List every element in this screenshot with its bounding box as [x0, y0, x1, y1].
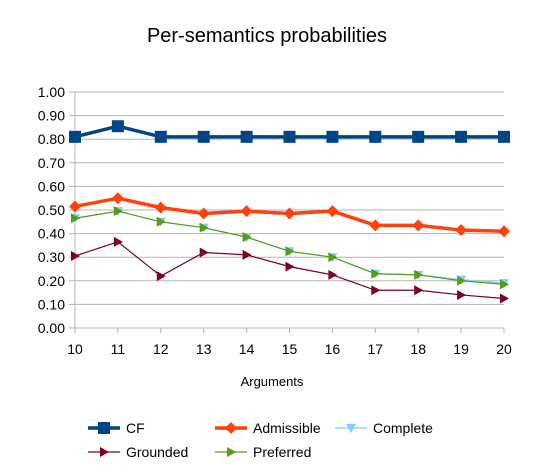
data-point-grounded	[500, 293, 509, 304]
legend-label: Complete	[373, 420, 433, 436]
series-line-complete	[74, 210, 505, 284]
legend-marker	[98, 422, 110, 434]
data-point-grounded	[156, 271, 166, 282]
data-point-grounded	[328, 269, 338, 280]
chart-title: Per-semantics probabilities	[147, 25, 387, 47]
data-point-cf	[412, 130, 425, 143]
y-tick-label: 1.00	[38, 84, 65, 100]
data-point-preferred	[285, 246, 295, 257]
data-point-admissible	[197, 207, 210, 220]
data-point-admissible	[111, 192, 124, 205]
y-tick-label: 0.50	[38, 202, 65, 218]
legend-marker	[225, 422, 237, 434]
data-point-admissible	[412, 219, 425, 232]
legend-item-cf: CF	[88, 420, 145, 436]
data-point-cf	[197, 130, 210, 143]
x-tick-label: 12	[153, 341, 169, 357]
data-point-admissible	[283, 207, 296, 220]
y-tick-label: 0.30	[38, 249, 65, 265]
y-tick-label: 0.70	[38, 155, 65, 171]
x-tick-label: 11	[111, 341, 126, 357]
legend-item-admissible: Admissible	[215, 420, 321, 436]
series-layer	[69, 120, 510, 304]
data-point-preferred	[500, 279, 509, 290]
data-point-preferred	[199, 222, 209, 233]
x-tick-label: 20	[496, 341, 512, 357]
data-point-admissible	[326, 205, 339, 218]
legend-marker	[227, 447, 236, 457]
data-point-preferred	[113, 206, 123, 217]
data-point-grounded	[113, 236, 123, 247]
legend-label: CF	[126, 420, 145, 436]
data-point-cf	[498, 130, 510, 143]
legend-marker	[100, 447, 109, 457]
data-point-grounded	[457, 289, 467, 300]
data-point-admissible	[240, 205, 253, 218]
y-tick-label: 0.90	[38, 108, 65, 124]
legend-label: Admissible	[253, 420, 321, 436]
data-point-admissible	[154, 201, 167, 214]
data-point-preferred	[156, 216, 166, 227]
x-tick-label: 15	[282, 341, 298, 357]
data-point-admissible	[455, 224, 468, 237]
data-point-grounded	[199, 247, 209, 258]
x-tick-label: 18	[410, 341, 426, 357]
data-point-cf	[326, 130, 339, 143]
x-tick-label: 10	[67, 341, 83, 357]
legend-label: Grounded	[126, 444, 188, 460]
x-axis-label: Arguments	[241, 374, 304, 389]
data-point-cf	[154, 130, 167, 143]
legend-marker	[346, 424, 356, 433]
data-point-preferred	[71, 213, 80, 224]
data-point-grounded	[242, 249, 252, 260]
legend-item-preferred: Preferred	[215, 444, 311, 460]
y-tick-label: 0.10	[38, 296, 65, 312]
x-tick-label: 14	[239, 341, 255, 357]
y-tick-label: 0.40	[38, 226, 65, 242]
series-preferred	[71, 206, 509, 290]
axes: 0.00 0.10 0.20 0.30 0.40 0.50 0.60 0.70 0.80 0.90…	[38, 84, 512, 357]
y-tick-label: 0.60	[38, 178, 65, 194]
data-point-admissible	[69, 200, 81, 213]
legend-label: Preferred	[253, 444, 311, 460]
data-point-cf	[455, 130, 468, 143]
y-tick-label: 0.80	[38, 131, 65, 147]
data-point-preferred	[242, 232, 252, 243]
x-tick-label: 16	[325, 341, 341, 357]
series-cf	[69, 120, 510, 143]
series-admissible	[69, 192, 510, 238]
data-point-grounded	[371, 285, 381, 296]
data-point-grounded	[285, 261, 295, 272]
data-point-cf	[369, 130, 382, 143]
data-point-grounded	[414, 285, 424, 296]
y-tick-label: 0.20	[38, 273, 65, 289]
x-tick-label: 13	[196, 341, 212, 357]
y-tick-label: 0.00	[38, 320, 65, 336]
data-point-cf	[111, 120, 124, 133]
data-point-cf	[240, 130, 253, 143]
data-point-cf	[283, 130, 296, 143]
data-point-preferred	[371, 268, 381, 279]
data-point-cf	[69, 130, 81, 143]
data-point-preferred	[328, 252, 338, 263]
legend: CF Admissible Complete Grounded Preferred	[88, 420, 433, 460]
legend-item-complete: Complete	[335, 420, 433, 436]
series-grounded	[71, 236, 509, 304]
legend-item-grounded: Grounded	[88, 444, 188, 460]
data-point-preferred	[457, 275, 467, 286]
x-tick-label: 17	[368, 341, 384, 357]
x-tick-label: 19	[453, 341, 469, 357]
data-point-grounded	[71, 251, 80, 262]
data-point-admissible	[369, 219, 382, 232]
data-point-preferred	[414, 269, 424, 280]
data-point-admissible	[498, 225, 510, 238]
